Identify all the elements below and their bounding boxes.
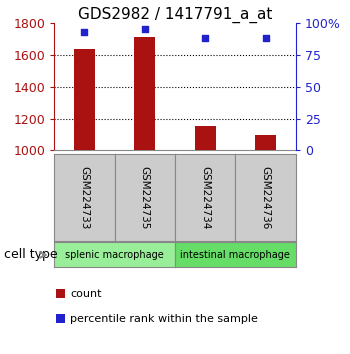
Bar — [56, 314, 65, 323]
Text: GSM224734: GSM224734 — [200, 166, 210, 229]
Text: GSM224735: GSM224735 — [140, 166, 150, 229]
Point — [202, 35, 208, 41]
Bar — [195, 126, 216, 150]
Bar — [255, 135, 276, 150]
Title: GDS2982 / 1417791_a_at: GDS2982 / 1417791_a_at — [78, 7, 272, 23]
Bar — [74, 49, 95, 150]
Bar — [56, 290, 65, 298]
Text: GSM224733: GSM224733 — [79, 166, 90, 229]
Text: intestinal macrophage: intestinal macrophage — [181, 250, 290, 260]
Text: cell type: cell type — [4, 249, 57, 261]
Point — [142, 27, 148, 32]
Point — [82, 29, 87, 35]
Bar — [134, 38, 155, 150]
Text: splenic macrophage: splenic macrophage — [65, 250, 164, 260]
Text: percentile rank within the sample: percentile rank within the sample — [70, 314, 258, 324]
Text: count: count — [70, 289, 101, 299]
Point — [263, 35, 268, 41]
Text: GSM224736: GSM224736 — [260, 166, 271, 229]
